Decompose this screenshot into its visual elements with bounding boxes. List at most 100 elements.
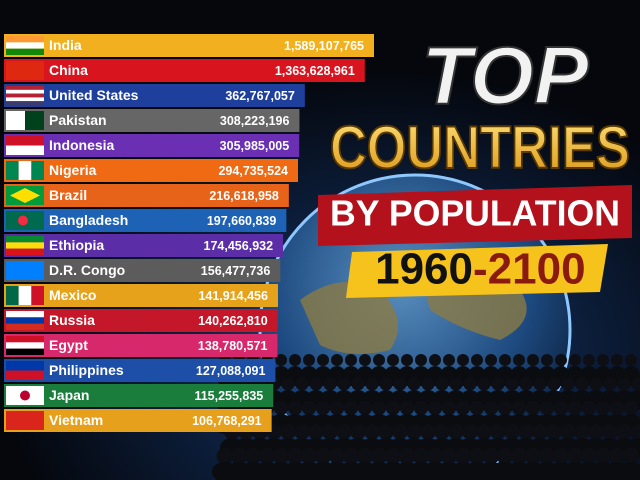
person-head <box>457 354 469 366</box>
person-head <box>413 400 429 416</box>
category-label: Japan <box>49 387 89 403</box>
flag-stripe <box>6 89 44 94</box>
person-head <box>625 354 637 366</box>
bar <box>4 284 278 307</box>
person-head <box>273 400 289 416</box>
person-head <box>616 424 632 440</box>
flag-stripe <box>6 161 19 180</box>
value-label: 174,456,932 <box>204 239 274 253</box>
category-label: Nigeria <box>49 162 97 178</box>
category-label: Brazil <box>49 187 87 203</box>
person-head <box>539 400 555 416</box>
bar <box>4 209 287 232</box>
person-head <box>630 424 640 440</box>
flag-emblem <box>20 390 30 401</box>
value-label: 141,914,456 <box>198 289 268 303</box>
person-head <box>308 424 324 440</box>
person-head <box>575 377 589 391</box>
category-label: China <box>49 62 88 78</box>
bar <box>4 59 365 82</box>
category-label: Vietnam <box>49 412 103 428</box>
flag <box>6 411 44 430</box>
flag-emblem <box>10 188 40 203</box>
person-head <box>603 377 617 391</box>
flag <box>6 236 44 255</box>
person-head <box>594 447 612 465</box>
flag <box>6 86 44 105</box>
person-head <box>441 400 457 416</box>
flag <box>6 286 44 305</box>
bar <box>4 384 274 407</box>
person-head <box>455 400 471 416</box>
flag-stripe <box>6 236 44 243</box>
person-head <box>364 424 380 440</box>
flag-stripe <box>6 342 44 349</box>
flag-stripe <box>6 42 44 49</box>
person-head <box>541 354 553 366</box>
person-head <box>315 400 331 416</box>
person-head <box>482 447 500 465</box>
value-label: 197,660,839 <box>207 214 277 228</box>
bar <box>4 34 374 57</box>
flag-emblem <box>18 215 28 226</box>
person-head <box>469 400 485 416</box>
flag-stripe <box>6 97 44 102</box>
flag-stripe <box>6 311 44 318</box>
category-label: D.R. Congo <box>49 262 125 278</box>
flag <box>6 386 44 405</box>
value-label: 115,255,835 <box>194 389 263 403</box>
person-head <box>378 424 394 440</box>
person-head <box>385 400 401 416</box>
person-head <box>589 377 603 391</box>
person-head <box>567 400 583 416</box>
flag-stripe <box>6 261 44 280</box>
person-head <box>295 377 309 391</box>
person-head <box>617 377 631 391</box>
person-head <box>525 400 541 416</box>
person-head <box>434 424 450 440</box>
flag-stripe <box>6 61 44 80</box>
person-head <box>401 354 413 366</box>
person-head <box>342 447 360 465</box>
bar <box>4 109 300 132</box>
person-head <box>373 354 385 366</box>
person-head <box>496 447 514 465</box>
flag-stripe <box>6 317 44 324</box>
person-head <box>280 424 296 440</box>
category-label: Mexico <box>49 287 96 303</box>
category-label: India <box>49 37 82 53</box>
bar <box>4 84 305 107</box>
person-head <box>275 354 287 366</box>
flag-stripe <box>31 161 44 180</box>
person-head <box>583 354 595 366</box>
person-head <box>611 354 623 366</box>
person-head <box>359 354 371 366</box>
person-head <box>510 447 528 465</box>
person-head <box>443 354 455 366</box>
bar <box>4 159 299 182</box>
person-head <box>485 354 497 366</box>
person-head <box>513 354 525 366</box>
person-head <box>317 354 329 366</box>
category-label: Egypt <box>49 337 88 353</box>
person-head <box>462 424 478 440</box>
person-head <box>518 424 534 440</box>
category-label: Pakistan <box>49 112 107 128</box>
person-head <box>356 447 374 465</box>
person-head <box>351 377 365 391</box>
person-head <box>623 400 639 416</box>
value-label: 294,735,524 <box>218 164 288 178</box>
bar <box>4 184 289 207</box>
person-head <box>468 447 486 465</box>
flag-stripe <box>6 286 19 305</box>
crowd <box>212 354 640 480</box>
person-body <box>618 462 640 480</box>
person-head <box>524 447 542 465</box>
person-head <box>387 354 399 366</box>
person-head <box>281 377 295 391</box>
person-head <box>323 377 337 391</box>
flag <box>6 261 44 280</box>
person-head <box>336 424 352 440</box>
category-label: Philippines <box>49 362 124 378</box>
person-head <box>399 400 415 416</box>
